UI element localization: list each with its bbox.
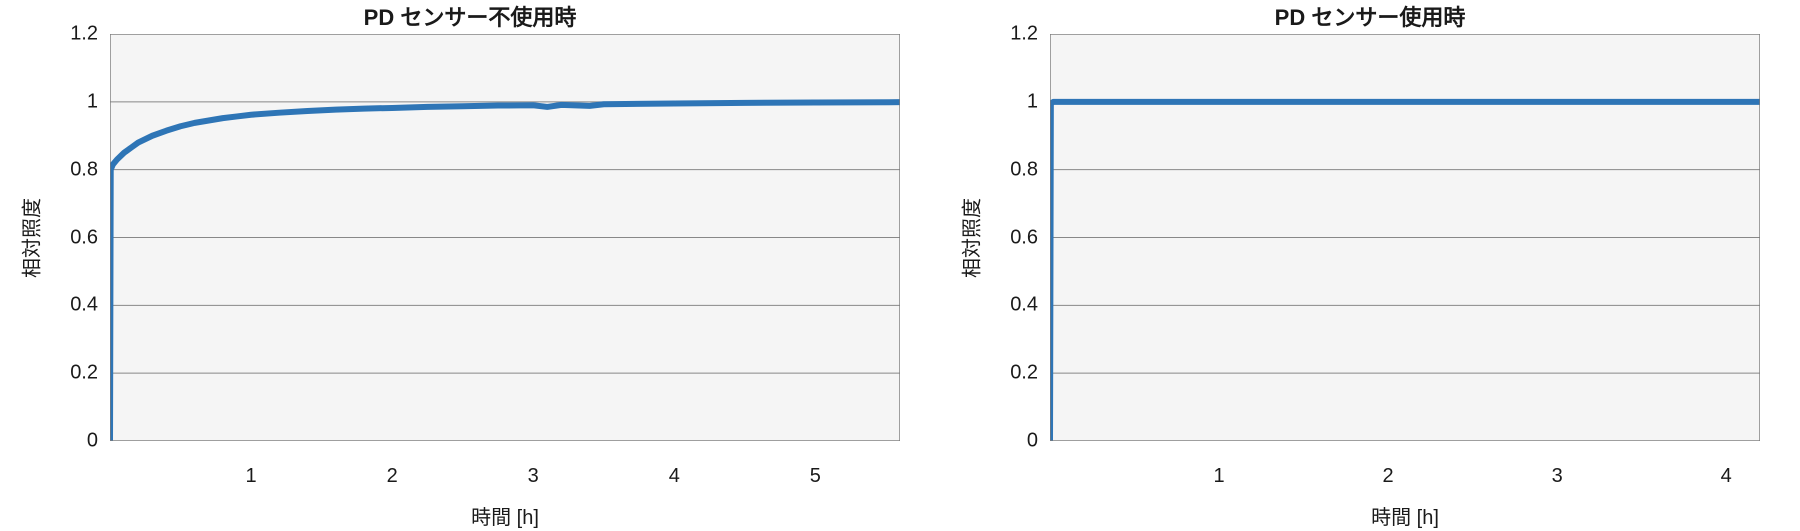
x-tick-label: 3	[1552, 465, 1563, 488]
x-tick-label: 4	[1721, 465, 1732, 488]
y-tick-label: 0.2	[1010, 362, 1038, 385]
y-tick-label: 1	[1027, 90, 1038, 113]
y-tick-label: 0	[87, 430, 98, 453]
chart-svg	[1050, 34, 1760, 441]
y-tick-label: 0.4	[1010, 294, 1038, 317]
y-axis-label: 相対照度	[16, 198, 45, 278]
x-tick-label: 4	[669, 465, 680, 488]
y-tick-label: 1.2	[70, 23, 98, 46]
plot-area	[1050, 34, 1760, 441]
x-tick-label: 1	[1213, 465, 1224, 488]
y-tick-label: 0.6	[70, 226, 98, 249]
x-tick-label: 2	[1383, 465, 1394, 488]
chart-title: PD センサー使用時	[940, 0, 1800, 32]
chart-svg	[110, 34, 900, 441]
y-tick-label: 0.4	[70, 294, 98, 317]
chart-panel-without-pd: PD センサー不使用時 相対照度 時間 [h] 0 0.2 0.4 0.6 0.8 1 1.…	[0, 0, 940, 531]
chart-title: PD センサー不使用時	[0, 0, 940, 32]
x-tick-label: 2	[387, 465, 398, 488]
x-tick-label: 3	[528, 465, 539, 488]
y-axis-label: 相対照度	[956, 198, 985, 278]
x-tick-label: 1	[246, 465, 257, 488]
x-tick-label: 5	[810, 465, 821, 488]
plot-area	[110, 34, 900, 441]
y-tick-label: 0	[1027, 430, 1038, 453]
y-tick-label: 1.2	[1010, 23, 1038, 46]
y-tick-label: 0.2	[70, 362, 98, 385]
y-tick-label: 1	[87, 90, 98, 113]
y-tick-label: 0.8	[70, 158, 98, 181]
x-axis-label: 時間 [h]	[471, 501, 539, 530]
x-axis-label: 時間 [h]	[1371, 501, 1439, 530]
y-tick-label: 0.8	[1010, 158, 1038, 181]
chart-panel-with-pd: PD センサー使用時 相対照度 時間 [h] 0 0.2 0.4 0.6 0.8 1 1.2…	[940, 0, 1800, 531]
page: PD センサー不使用時 相対照度 時間 [h] 0 0.2 0.4 0.6 0.8 1 1.…	[0, 0, 1800, 531]
y-tick-label: 0.6	[1010, 226, 1038, 249]
